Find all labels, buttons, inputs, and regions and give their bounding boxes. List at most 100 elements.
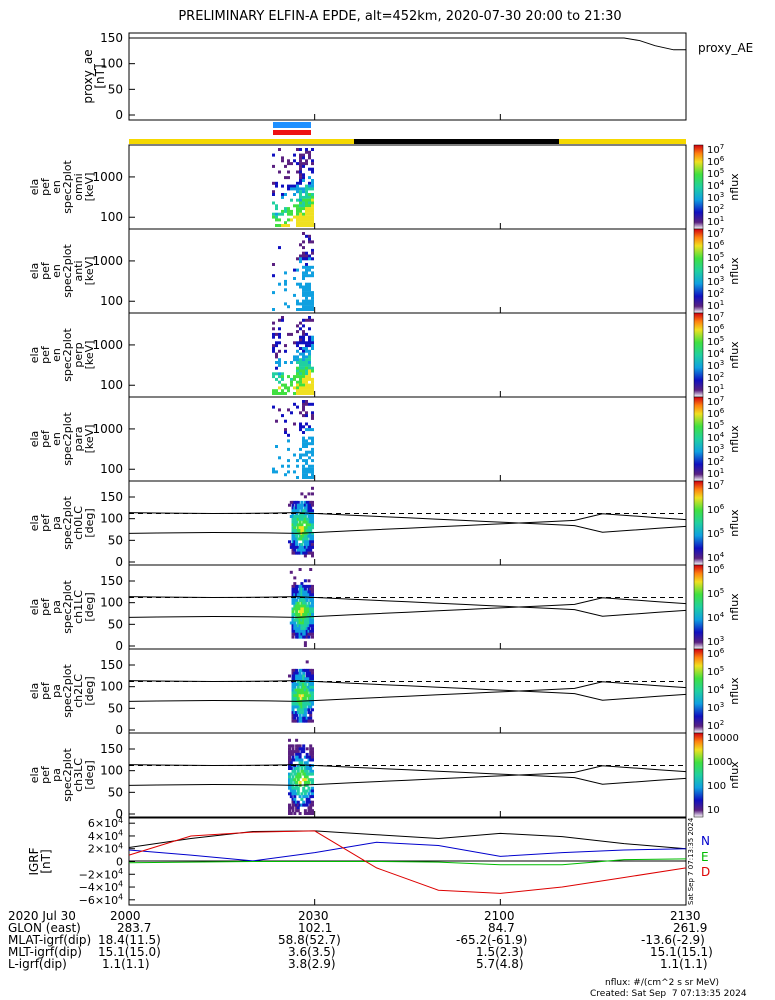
row-glon-v0: 283.7 xyxy=(117,921,152,935)
perp-cell xyxy=(278,318,281,322)
ch3LC-cell xyxy=(289,772,293,776)
ch3LC-cell xyxy=(296,752,300,756)
ch0LC-cell xyxy=(291,506,295,510)
perp-cell xyxy=(305,383,308,387)
ch1LC-cell xyxy=(293,604,297,608)
ch2LC-cell xyxy=(293,688,297,692)
ch3LC-cell xyxy=(293,789,297,793)
ch3LC-cell xyxy=(298,761,302,765)
omni-cell xyxy=(308,198,311,202)
omni-cell xyxy=(308,187,311,191)
omni-cell xyxy=(278,224,281,227)
para-cell xyxy=(305,402,308,406)
ch2LC-cell xyxy=(296,674,300,678)
omni-cell xyxy=(305,215,308,219)
ch2LC-cell xyxy=(309,691,313,695)
ch3LC-cell xyxy=(300,758,304,762)
ch0LC-cell xyxy=(302,517,306,521)
ch0LC-cell xyxy=(305,551,309,555)
ch1LC-cell xyxy=(305,607,309,611)
ch2LC-cell xyxy=(296,671,300,675)
ch0LC-cell xyxy=(307,529,311,532)
anti-cell xyxy=(305,291,308,295)
perp-cell xyxy=(311,369,314,373)
ch0LC-cell xyxy=(303,509,307,513)
ch2LC-cell xyxy=(303,713,307,717)
ch0LC-cell xyxy=(291,509,295,513)
ch3LC-ytick-label: 50 xyxy=(108,785,123,799)
para-cell xyxy=(302,436,305,440)
para-cell xyxy=(305,439,308,443)
ch2LC-cell xyxy=(300,688,304,692)
ch2LC-cell xyxy=(303,711,307,715)
perp-cell xyxy=(305,361,308,364)
ch1LC-cell xyxy=(302,618,306,622)
omni-cell xyxy=(305,209,308,213)
ch0LC-cell xyxy=(303,537,307,541)
ch0LC-cell xyxy=(309,529,313,532)
ch3LC-cell xyxy=(288,750,291,754)
ch0LC-cell xyxy=(291,523,295,527)
ch3LC-cell xyxy=(295,775,299,779)
omni-cell xyxy=(305,221,308,225)
perp-cell xyxy=(272,321,275,325)
ch2LC-cell xyxy=(305,694,309,698)
perp-cell xyxy=(287,332,290,336)
anti-cell xyxy=(308,299,311,303)
perp-cell xyxy=(278,349,281,353)
perp-cell xyxy=(281,392,284,395)
ch3LC-cell xyxy=(293,803,297,807)
ch3LC-cell xyxy=(291,755,295,759)
ch1LC-cell xyxy=(307,615,311,619)
ch0LC-cell xyxy=(302,551,306,555)
anti-cell xyxy=(284,288,287,292)
anti-cell xyxy=(308,285,311,289)
anti-cell xyxy=(308,282,311,286)
ch1LC-cell xyxy=(298,593,302,597)
perp-cell xyxy=(278,341,281,345)
omni-colorbar-tick: 101 xyxy=(707,215,724,228)
ch2LC-cell xyxy=(295,719,299,723)
ch0LC-cell xyxy=(307,506,311,510)
para-cell xyxy=(305,461,308,465)
perp-cell xyxy=(296,380,299,384)
anti-colorbar-tick: 101 xyxy=(707,299,724,312)
ch1LC-cell xyxy=(305,632,309,636)
anti-cell xyxy=(296,302,299,306)
ch2LC-cell xyxy=(295,691,299,695)
perp-cell xyxy=(302,363,305,367)
para-cell xyxy=(302,442,305,446)
ch2LC-cell xyxy=(303,680,307,684)
omni-cell xyxy=(287,159,290,163)
ch2LC-cell xyxy=(311,708,314,712)
proxy-ae-ytick-label: 100 xyxy=(100,57,123,71)
ch2LC-cell xyxy=(295,702,299,706)
row-l-v2: 5.7(4.8) xyxy=(476,957,524,971)
ch1LC-cell xyxy=(307,584,311,588)
ch2LC-cell xyxy=(293,719,297,723)
ch3LC-cell xyxy=(305,781,309,784)
omni-cell xyxy=(299,173,302,177)
ch1LC-cell xyxy=(311,599,314,602)
ch0LC-cell xyxy=(307,545,311,549)
ch3LC-cell xyxy=(288,809,291,813)
ch2LC-cell xyxy=(305,716,309,720)
ch3LC-cell xyxy=(302,750,306,754)
ch3LC-cell xyxy=(291,797,295,801)
omni-cell xyxy=(311,207,314,211)
panel-ch2LC: 150100500elapefpaspec2plotch2LC[deg]1061… xyxy=(28,647,741,737)
perp-cell xyxy=(275,377,278,381)
ch0LC-cell xyxy=(298,529,302,532)
anti-cell xyxy=(302,246,305,250)
anti-cell xyxy=(305,282,308,286)
ch0LC-cell xyxy=(311,534,314,538)
omni-cell xyxy=(311,221,314,225)
row-mlat-v2: -65.2(-61.9) xyxy=(456,933,528,947)
ch1LC-cell xyxy=(300,618,304,622)
ch0LC-cell xyxy=(305,506,309,510)
ch1LC-cell xyxy=(298,621,302,625)
perp-cell xyxy=(305,389,308,393)
omni-colorbar-tick: 106 xyxy=(707,155,725,168)
ch0LC-ytick-label: 50 xyxy=(108,533,123,547)
ch0LC-cell xyxy=(307,526,311,530)
